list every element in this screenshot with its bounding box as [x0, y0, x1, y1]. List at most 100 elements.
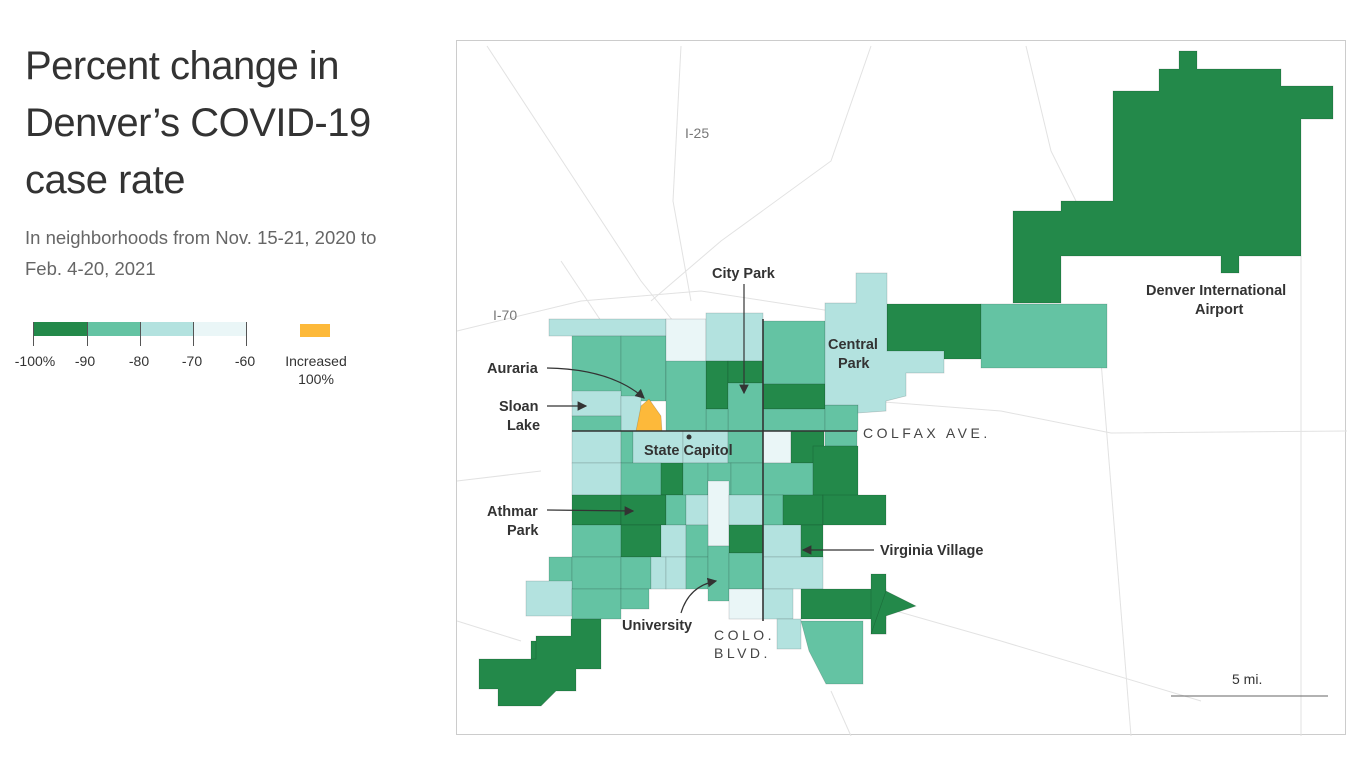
neighborhood [762, 383, 826, 410]
neighborhood [571, 335, 622, 402]
neighborhood [762, 430, 792, 464]
legend-label: -100% [14, 353, 56, 369]
neighborhood [620, 524, 662, 558]
neighborhood [705, 408, 729, 432]
road-label-blvd: BLVD. [714, 645, 771, 661]
chart-title: Percent change in Denver’s COVID-19 case… [25, 44, 371, 202]
label-university: University [622, 618, 692, 634]
neighborhood [620, 588, 650, 610]
legend-tick [87, 322, 88, 346]
scale-label: 5 mi. [1232, 671, 1262, 687]
legend-tick [140, 322, 141, 346]
neighborhood [762, 494, 784, 526]
neighborhood [685, 524, 709, 558]
legend-label: -80 [128, 353, 150, 369]
neighborhood [762, 320, 826, 385]
label-auraria: Auraria [487, 361, 539, 377]
neighborhood [824, 430, 858, 447]
legend-increased-swatch [300, 324, 330, 337]
label-sloan-2: Lake [507, 418, 540, 434]
road-label-i70: I-70 [493, 307, 517, 323]
neighborhood [705, 312, 764, 362]
neighborhood [728, 588, 764, 620]
neighborhood [571, 588, 622, 620]
label-sloan-1: Sloan [499, 399, 538, 415]
label-virginia-village: Virginia Village [880, 543, 983, 559]
neighborhood [650, 556, 667, 590]
neighborhood [620, 462, 662, 496]
neighborhood [980, 303, 1108, 369]
legend-increased-label: Increased 100% [273, 352, 359, 388]
label-dia-2: Airport [1195, 302, 1244, 318]
legend-label: -60 [234, 353, 256, 369]
neighborhood [665, 494, 687, 526]
neighborhood-southeast-ext [870, 590, 917, 635]
legend-tick [33, 322, 34, 346]
arrow-auraria [546, 367, 645, 399]
neighborhood [727, 430, 764, 464]
map-svg: I-25 I-70 COLFAX AVE. COLO. BLVD. City P… [456, 45, 1348, 737]
neighborhood [571, 430, 622, 464]
neighborhood [685, 494, 709, 526]
neighborhood [571, 462, 622, 496]
road-label-colo: COLO. [714, 627, 775, 643]
neighborhood [800, 524, 824, 558]
neighborhood [812, 445, 859, 497]
neighborhood [665, 360, 707, 432]
neighborhood-southwest [478, 618, 602, 707]
neighborhood [762, 556, 824, 590]
label-athmar-2: Park [507, 523, 539, 539]
neighborhood [707, 480, 730, 547]
neighborhood [682, 462, 709, 496]
legend-increased-line1: Increased [285, 353, 347, 369]
neighborhood [727, 360, 764, 384]
road-label-i25: I-25 [685, 125, 709, 141]
legend-swatch-3 [140, 322, 193, 336]
neighborhood [776, 618, 802, 650]
legend: -100% -90 -80 -70 -60 Increased 100% [15, 322, 393, 392]
label-athmar-1: Athmar [487, 504, 538, 520]
neighborhood [822, 494, 887, 526]
label-city-park: City Park [712, 266, 776, 282]
neighborhood [571, 524, 622, 558]
arrow-university [680, 577, 718, 614]
neighborhood [705, 360, 729, 410]
neighborhood [762, 408, 826, 432]
neighborhood [707, 545, 730, 602]
background-roads [456, 45, 1348, 737]
neighborhood [730, 462, 764, 496]
neighborhood [525, 580, 573, 617]
label-central-park-2: Park [838, 356, 870, 372]
legend-increased-line2: 100% [298, 371, 334, 387]
label-central-park-1: Central [828, 337, 878, 353]
neighborhood [824, 404, 859, 432]
label-dia-1: Denver International [1146, 283, 1286, 299]
neighborhood [762, 588, 794, 620]
neighborhood [886, 303, 982, 360]
neighborhoods [478, 50, 1334, 707]
neighborhood [727, 382, 764, 432]
legend-label: -70 [181, 353, 203, 369]
neighborhood [571, 390, 622, 417]
neighborhood [728, 494, 764, 526]
legend-tick [193, 322, 194, 346]
neighborhood [571, 556, 622, 590]
neighborhood [660, 524, 687, 558]
legend-swatch-1 [33, 322, 87, 336]
neighborhood-airport [1012, 50, 1334, 304]
annotation-arrows [546, 284, 874, 614]
neighborhood [620, 430, 634, 464]
neighborhood [728, 524, 764, 554]
major-streets [572, 319, 857, 621]
neighborhood [665, 556, 687, 590]
legend-swatch-4 [193, 322, 246, 336]
chart-subtitle: In neighborhoods from Nov. 15-21, 2020 t… [25, 227, 377, 279]
legend-swatch-2 [87, 322, 140, 336]
legend-tick [246, 322, 247, 346]
neighborhood [782, 494, 824, 526]
label-state-capitol: State Capitol [644, 443, 733, 459]
neighborhood [728, 552, 764, 590]
state-capitol-dot [686, 434, 692, 440]
arrow-athmar [546, 506, 635, 516]
road-label-colfax: COLFAX AVE. [863, 425, 991, 441]
